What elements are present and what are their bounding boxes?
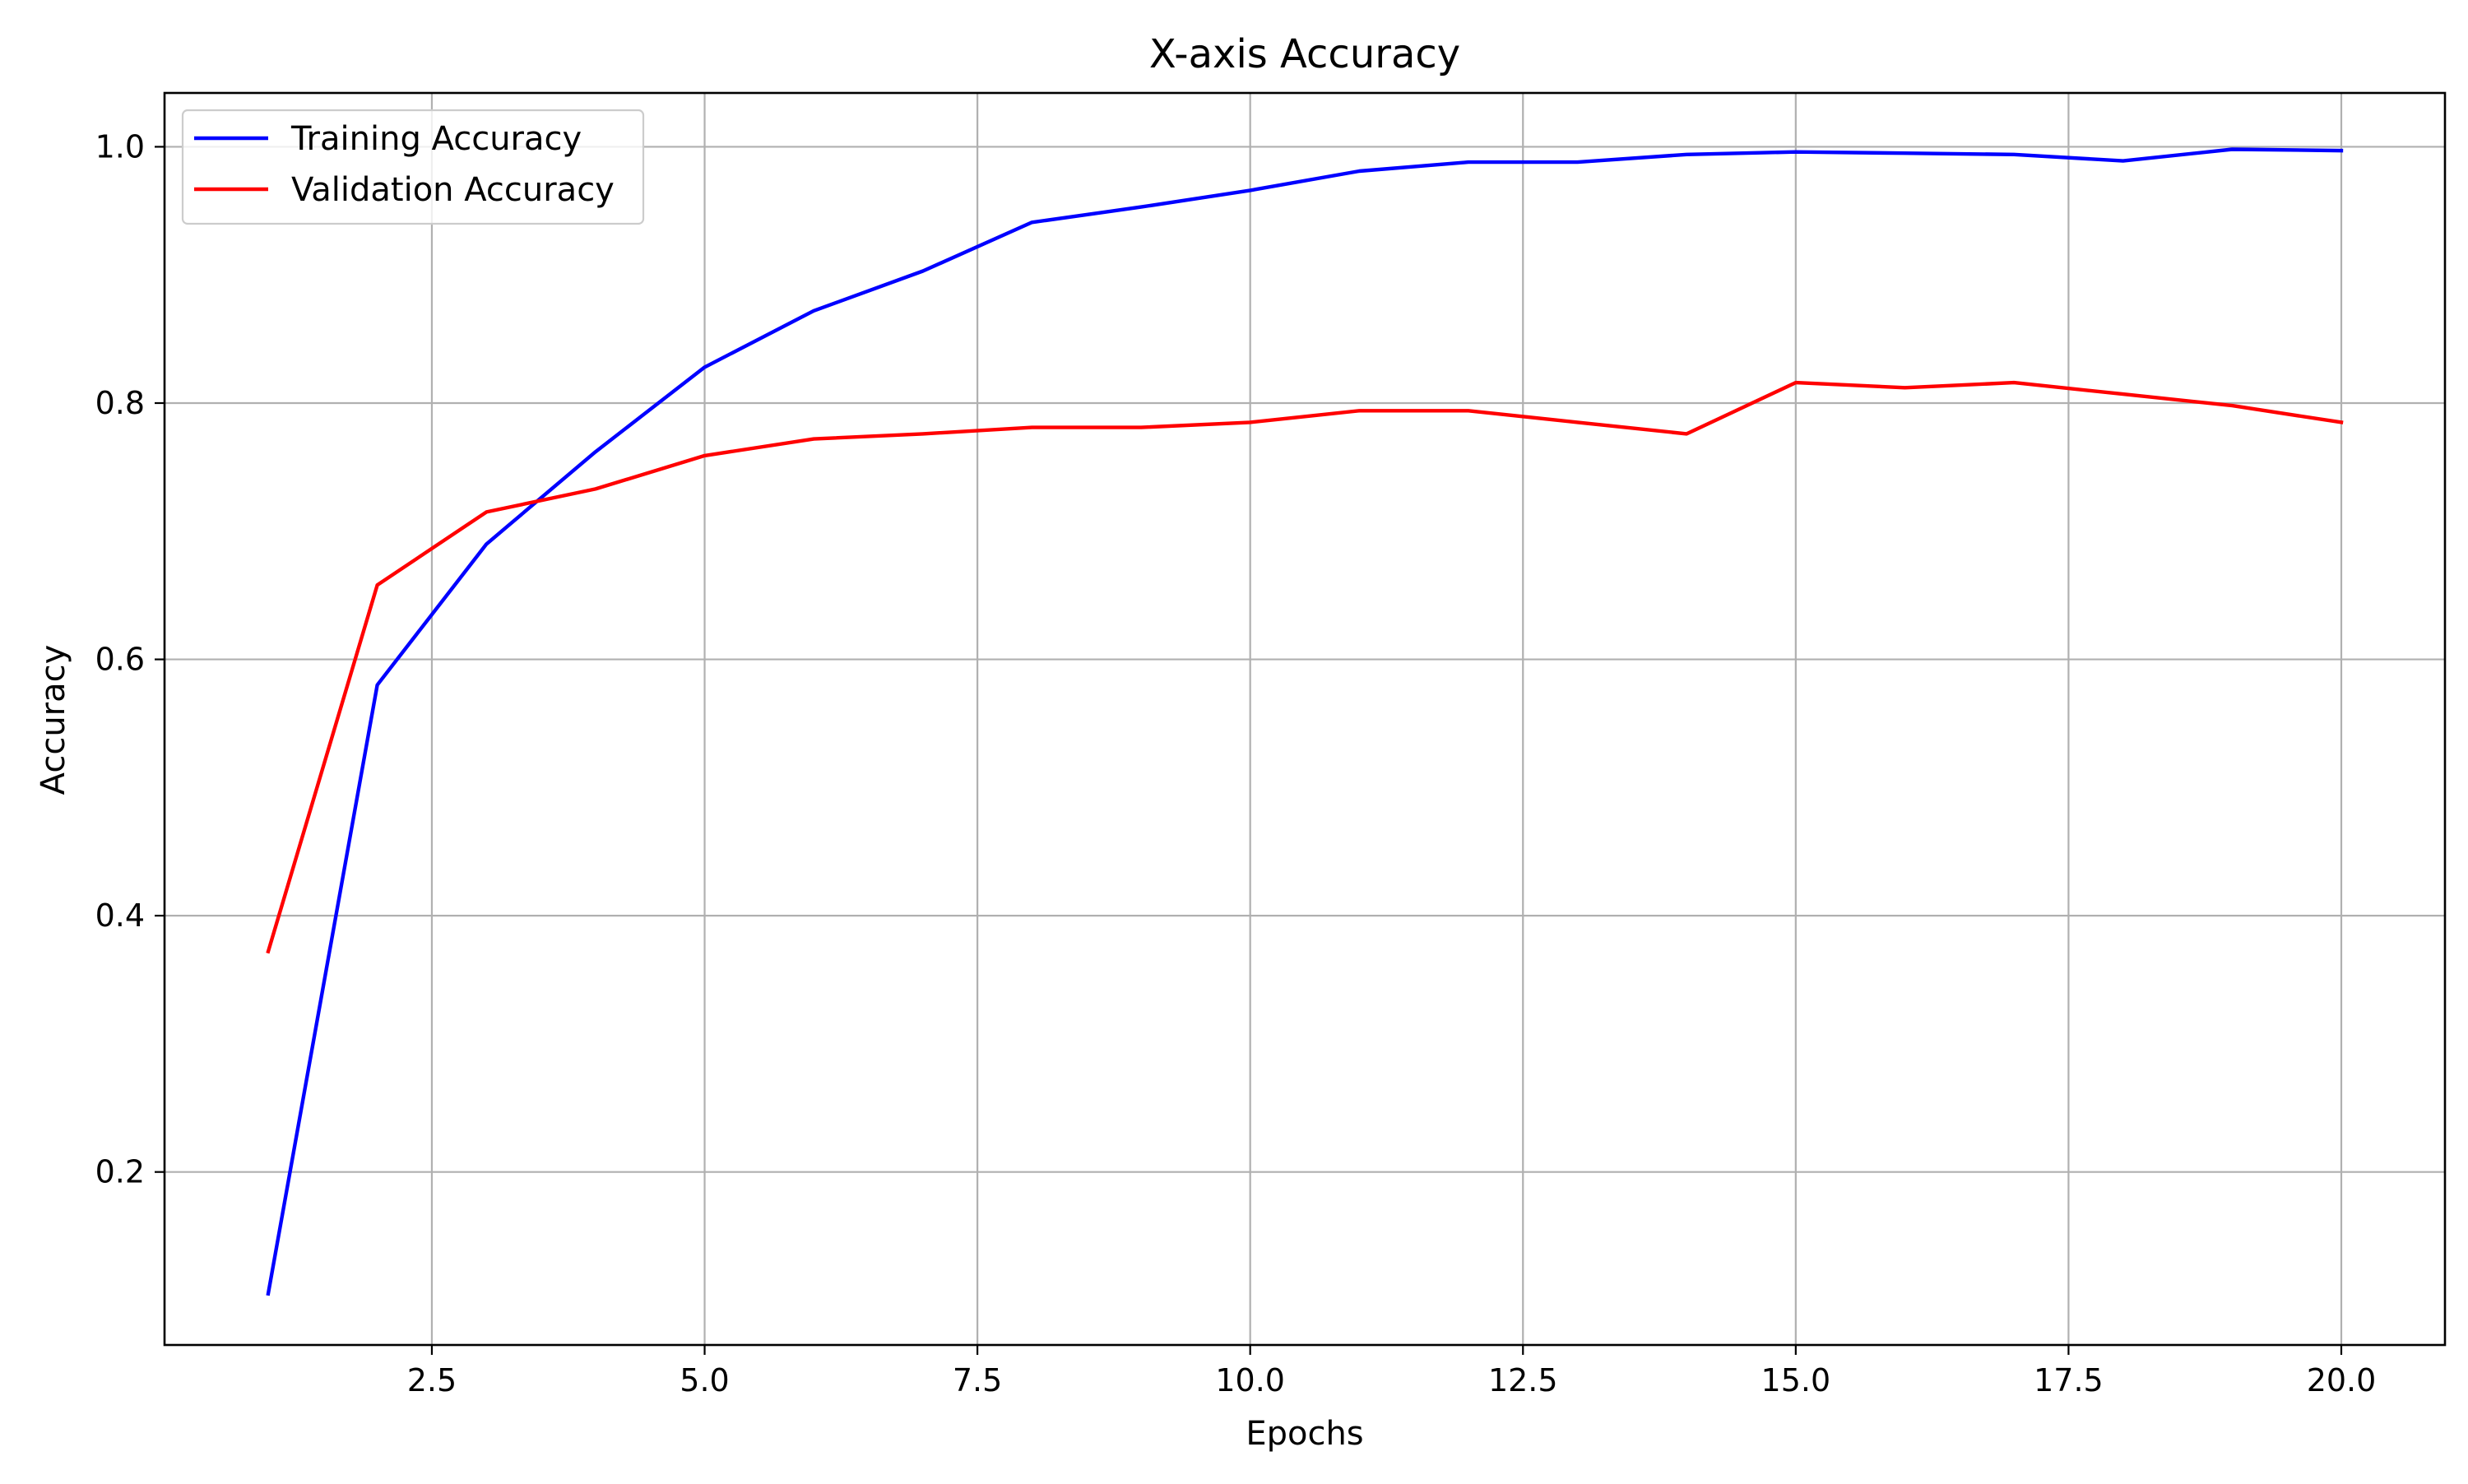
validation-accuracy-line (266, 380, 2344, 954)
legend-label-validation: Validation Accuracy (291, 171, 615, 209)
x-tick-label: 15.0 (1761, 1362, 1831, 1398)
series-lines (266, 147, 2344, 1296)
x-tick-label: 2.5 (407, 1362, 457, 1398)
x-tick-label: 10.0 (1215, 1362, 1285, 1398)
y-tick-label: 0.6 (95, 642, 145, 678)
x-tick-label: 12.5 (1488, 1362, 1558, 1398)
y-tick-label: 1.0 (95, 128, 145, 165)
x-tick-label: 20.0 (2307, 1362, 2377, 1398)
y-tick-label: 0.2 (95, 1154, 145, 1190)
x-axis-title: Epochs (1246, 1415, 1363, 1453)
chart-title: X-axis Accuracy (1149, 31, 1460, 77)
x-tick-label: 5.0 (680, 1362, 729, 1398)
training-accuracy-line (266, 147, 2344, 1296)
legend-label-training: Training Accuracy (290, 120, 582, 158)
y-tick-label: 0.4 (95, 897, 145, 934)
x-tick-label: 17.5 (2034, 1362, 2104, 1398)
y-axis-title: Accuracy (35, 645, 72, 795)
axis-ticks: 2.5 5.0 7.5 10.0 12.5 15.0 17.5 20.0 0.2 0.4 0.6 0.… (95, 128, 2377, 1398)
y-tick-label: 0.8 (95, 385, 145, 421)
plot-area-frame (163, 91, 2447, 1347)
legend-box (181, 109, 645, 225)
x-tick-label: 7.5 (953, 1362, 1002, 1398)
grid-lines (165, 93, 2445, 1345)
legend: Training Accuracy Validation Accuracy (181, 109, 645, 225)
